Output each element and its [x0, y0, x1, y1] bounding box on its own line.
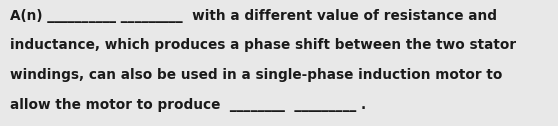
Text: inductance, which produces a phase shift between the two stator: inductance, which produces a phase shift… [10, 38, 516, 52]
Text: allow the motor to produce  ________  _________ .: allow the motor to produce ________ ____… [10, 98, 366, 112]
Text: windings, can also be used in a single-phase induction motor to: windings, can also be used in a single-p… [10, 68, 502, 82]
Text: A(n) __________ _________  with a different value of resistance and: A(n) __________ _________ with a differe… [10, 9, 497, 23]
